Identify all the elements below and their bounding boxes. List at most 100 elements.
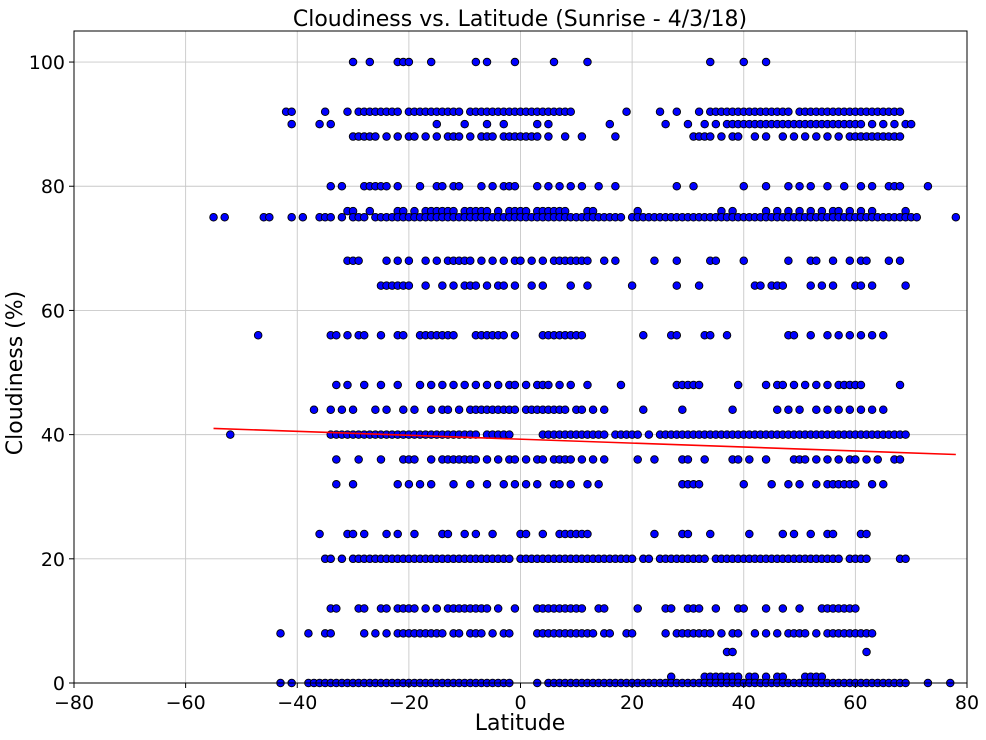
data-point [348,480,358,489]
data-point [226,430,235,439]
data-point [800,380,810,390]
data-point [879,331,888,340]
data-point [253,331,263,340]
data-point [421,256,430,266]
data-point [359,380,369,390]
data-point [376,331,386,340]
data-point [862,256,871,266]
data-point [365,57,375,67]
data-point [644,430,654,439]
data-point [867,281,877,290]
data-point [510,281,520,290]
data-point [867,629,877,638]
y-tick-label: 0 [53,673,65,695]
data-point [510,455,520,464]
data-point [566,281,575,290]
data-point [761,380,771,390]
data-point [583,57,592,67]
data-point [538,455,548,464]
data-point [393,480,402,489]
data-point [560,132,570,141]
data-point [862,455,871,464]
data-point [706,132,715,141]
data-point [633,604,642,613]
data-point [382,132,391,141]
data-point [415,181,425,191]
data-point [912,213,922,222]
data-point [583,529,592,539]
data-point [454,107,464,116]
data-point [806,529,815,539]
data-point [359,629,369,638]
data-point [443,529,453,539]
data-point [332,604,341,613]
data-point [672,256,682,266]
x-axis-ticks: −80 −60 −40 −20 0 20 40 60 80 [54,683,979,714]
data-point [856,331,866,340]
data-point [510,331,520,340]
data-point [672,181,682,191]
data-point [851,604,860,613]
data-point [605,629,615,638]
data-point [505,629,514,638]
data-point [337,213,347,222]
data-point [706,529,715,539]
data-point [879,405,888,415]
data-point [393,132,402,141]
data-point [778,132,788,141]
data-point [599,430,609,439]
data-point [393,107,402,116]
data-point [482,281,492,290]
data-point [471,455,481,464]
data-point [895,455,905,464]
data-point [488,629,497,638]
data-point [538,529,548,539]
data-point [812,256,821,266]
data-point [812,629,821,638]
data-point [895,107,905,116]
data-point [678,405,687,415]
data-point [784,181,793,191]
data-point [438,380,447,390]
data-point [326,629,335,638]
y-tick-label: 60 [41,300,65,322]
data-point [510,181,520,191]
data-point [862,529,871,539]
data-point [733,132,743,141]
data-point [672,331,682,340]
data-point [711,119,721,129]
data-point [410,529,419,539]
data-point [611,181,620,191]
data-point [276,629,285,638]
data-point [332,455,341,464]
data-point [371,629,380,638]
data-point [895,132,905,141]
data-point [449,281,458,290]
data-point [287,119,296,129]
data-point [739,604,749,613]
data-point [789,380,799,390]
data-point [733,629,743,638]
data-point [359,604,369,613]
data-point [862,647,871,657]
data-point [488,256,497,266]
data-point [343,380,352,390]
data-point [812,405,821,415]
data-point [839,181,849,191]
data-point [823,181,832,191]
data-point [795,480,804,489]
data-point [806,281,815,290]
data-point [332,380,341,390]
data-point [521,529,531,539]
data-point [337,554,347,564]
data-point [767,480,776,489]
data-point [834,331,843,340]
data-point [800,132,810,141]
data-point [856,119,866,129]
data-point [415,380,425,390]
data-point [421,132,430,141]
data-point [527,256,536,266]
data-point [784,107,793,116]
x-tick-label: −60 [166,692,206,714]
data-point [594,181,603,191]
